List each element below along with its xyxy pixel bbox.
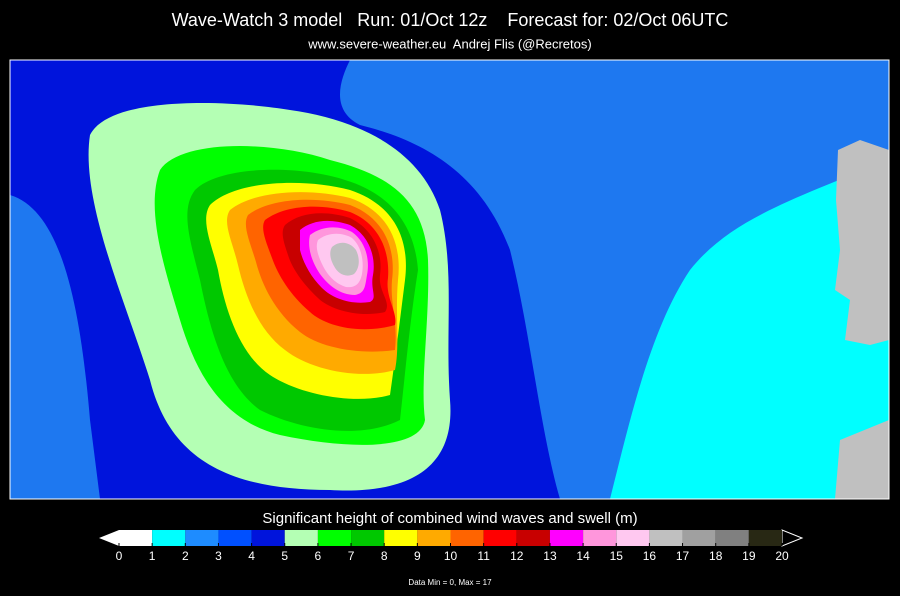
colorbar-segment	[516, 530, 550, 546]
land	[835, 140, 889, 345]
tick-label: 7	[348, 549, 355, 563]
tick-label: 15	[610, 549, 624, 563]
colorbar-segment	[616, 530, 650, 546]
tick-label: 11	[477, 549, 490, 563]
colorbar-segment	[417, 530, 451, 546]
tick-label: 19	[742, 549, 756, 563]
colorbar-segment	[748, 530, 782, 546]
tick-label: 16	[643, 549, 657, 563]
tick-label: 12	[510, 549, 524, 563]
colorbar-segment	[583, 530, 617, 546]
colorbar-segment	[384, 530, 418, 546]
tick-label: 10	[444, 549, 458, 563]
tick-label: 9	[414, 549, 421, 563]
colorbar-segment	[119, 530, 153, 546]
contour	[330, 242, 359, 276]
colorbar-segment	[185, 530, 219, 546]
colorbar-segment	[152, 530, 186, 546]
colorbar-segment	[649, 530, 683, 546]
tick-label: 3	[215, 549, 222, 563]
colorbar: 0 1 2 3 4 5 6 7 8 9 10 11 12 13 14 15 16 17 18 19 20	[99, 529, 804, 563]
tick-label: 8	[381, 549, 388, 563]
tick-label: 2	[182, 549, 189, 563]
tick-label: 1	[149, 549, 156, 563]
tick-label: 14	[576, 549, 590, 563]
region	[610, 160, 889, 499]
colorbar-segment	[549, 530, 584, 546]
map-frame	[9, 59, 890, 500]
legend-note: Data Min = 0, Max = 17	[408, 578, 492, 587]
colorbar-segment	[483, 530, 517, 546]
land	[835, 420, 889, 499]
tick-label: 0	[116, 549, 123, 563]
colorbar-segment	[450, 530, 484, 546]
colorbar-segment	[351, 530, 385, 546]
tick-label: 17	[676, 549, 690, 563]
colorbar-segment	[682, 530, 716, 546]
tick-label: 20	[775, 549, 789, 563]
tick-label: 4	[248, 549, 255, 563]
tick-label: 13	[543, 549, 557, 563]
title: Wave-Watch 3 model Run: 01/Oct 12z Forec…	[172, 10, 729, 30]
colorbar-segment	[251, 530, 285, 546]
legend-title: Significant height of combined wind wave…	[262, 510, 637, 527]
map	[9, 59, 890, 500]
colorbar-arrow	[99, 530, 119, 546]
colorbar-segment	[218, 530, 252, 546]
colorbar-segment	[317, 530, 352, 546]
region	[10, 195, 100, 499]
tick-label: 5	[281, 549, 288, 563]
subtitle: www.severe-weather.eu Andrej Flis (@Recr…	[307, 36, 591, 51]
tick-label: 18	[709, 549, 723, 563]
colorbar-segment	[715, 530, 749, 546]
tick-label: 6	[315, 549, 322, 563]
colorbar-segment	[284, 530, 318, 546]
